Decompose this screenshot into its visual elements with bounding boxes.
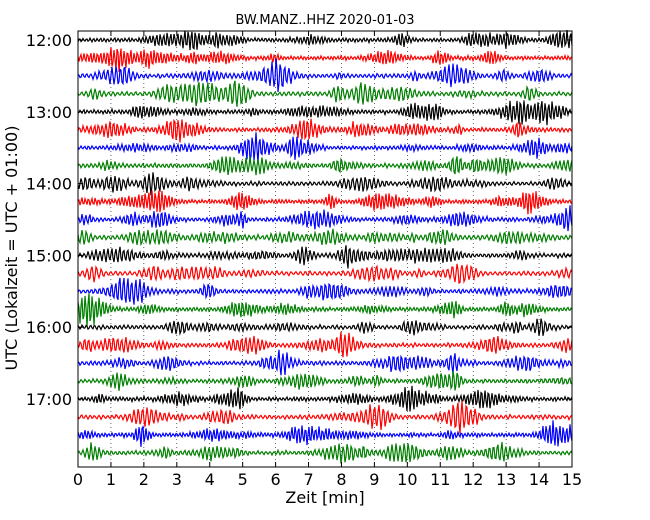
- seismogram-traces: [77, 29, 573, 464]
- trace-line: [77, 400, 573, 434]
- trace-line: [77, 80, 573, 107]
- x-tick-label: 4: [205, 470, 215, 489]
- x-tick-label: 8: [336, 470, 346, 489]
- x-tick-label: 7: [303, 470, 313, 489]
- trace-line: [77, 156, 573, 176]
- trace-line: [77, 47, 573, 73]
- trace-line: [77, 190, 573, 215]
- trace-line: [77, 118, 573, 143]
- plot-frame: [77, 30, 573, 468]
- x-tick-label: 2: [139, 470, 149, 489]
- y-tick-label: 15:00: [26, 246, 72, 265]
- x-tick-label: 12: [463, 470, 483, 489]
- x-tick-labels: 0 1 2 3 4 5 6 7 8 9 10 11 12 13 14 15: [73, 470, 582, 489]
- x-tick-label: 5: [238, 470, 248, 489]
- trace-line: [77, 29, 573, 51]
- trace-line: [77, 277, 573, 305]
- trace-line: [77, 245, 573, 269]
- x-tick-label: 0: [73, 470, 83, 489]
- y-tick-label: 14:00: [26, 175, 72, 194]
- x-tick-label: 15: [562, 470, 582, 489]
- y-tick-label: 16:00: [26, 318, 72, 337]
- x-axis-label: Zeit [min]: [285, 488, 364, 507]
- chart-title: BW.MANZ..HHZ 2020-01-03: [235, 13, 414, 28]
- y-axis-label: UTC (Lokalzeit = UTC + 01:00): [2, 126, 21, 371]
- x-tick-label: 10: [397, 470, 417, 489]
- trace-line: [77, 442, 573, 464]
- trace-line: [77, 132, 573, 164]
- trace-line: [77, 263, 573, 285]
- trace-line: [77, 293, 573, 327]
- x-tick-label: 14: [529, 470, 549, 489]
- trace-line: [77, 370, 573, 391]
- x-tick-label: 9: [369, 470, 379, 489]
- y-tick-labels: 12:00 13:00 14:00 15:00 16:00 17:00: [26, 31, 72, 409]
- trace-line: [77, 331, 573, 358]
- y-tick-label: 12:00: [26, 31, 72, 50]
- y-tick-label: 17:00: [26, 390, 72, 409]
- trace-line: [77, 58, 573, 93]
- trace-line: [77, 318, 573, 336]
- trace-line: [77, 100, 573, 126]
- y-tick-label: 13:00: [26, 103, 72, 122]
- trace-line: [77, 420, 573, 447]
- trace-line: [77, 385, 573, 412]
- trace-line: [77, 349, 573, 376]
- trace-line: [77, 172, 573, 196]
- x-tick-label: 1: [106, 470, 116, 489]
- x-tick-label: 13: [496, 470, 516, 489]
- grid-lines: [110, 31, 540, 467]
- x-tick-label: 6: [271, 470, 281, 489]
- trace-line: [77, 205, 573, 232]
- trace-line: [77, 228, 573, 247]
- x-tick-label: 3: [172, 470, 182, 489]
- x-tick-label: 11: [430, 470, 450, 489]
